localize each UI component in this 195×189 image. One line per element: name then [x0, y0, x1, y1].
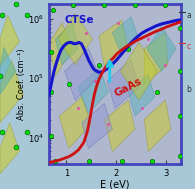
- Polygon shape: [0, 47, 16, 94]
- Polygon shape: [128, 74, 155, 116]
- Polygon shape: [0, 15, 20, 66]
- Polygon shape: [144, 33, 168, 84]
- Polygon shape: [107, 60, 139, 108]
- Polygon shape: [0, 60, 23, 123]
- Polygon shape: [0, 123, 20, 174]
- Polygon shape: [82, 103, 112, 148]
- Polygon shape: [59, 97, 91, 148]
- Text: c: c: [186, 42, 190, 51]
- Text: GaAs: GaAs: [112, 76, 143, 99]
- Polygon shape: [144, 100, 171, 152]
- Polygon shape: [49, 23, 73, 76]
- Polygon shape: [105, 100, 135, 152]
- Polygon shape: [99, 20, 128, 68]
- Text: b: b: [186, 85, 191, 94]
- Text: a: a: [186, 11, 191, 20]
- Polygon shape: [58, 13, 92, 65]
- Polygon shape: [120, 42, 158, 100]
- Text: CTSe: CTSe: [65, 15, 94, 25]
- Polygon shape: [55, 23, 78, 65]
- X-axis label: E (eV): E (eV): [100, 180, 130, 189]
- Polygon shape: [65, 49, 99, 100]
- Polygon shape: [78, 68, 108, 113]
- Polygon shape: [112, 17, 139, 55]
- Y-axis label: Abs. Coef. (cm⁻¹): Abs. Coef. (cm⁻¹): [17, 48, 26, 120]
- Polygon shape: [147, 26, 176, 71]
